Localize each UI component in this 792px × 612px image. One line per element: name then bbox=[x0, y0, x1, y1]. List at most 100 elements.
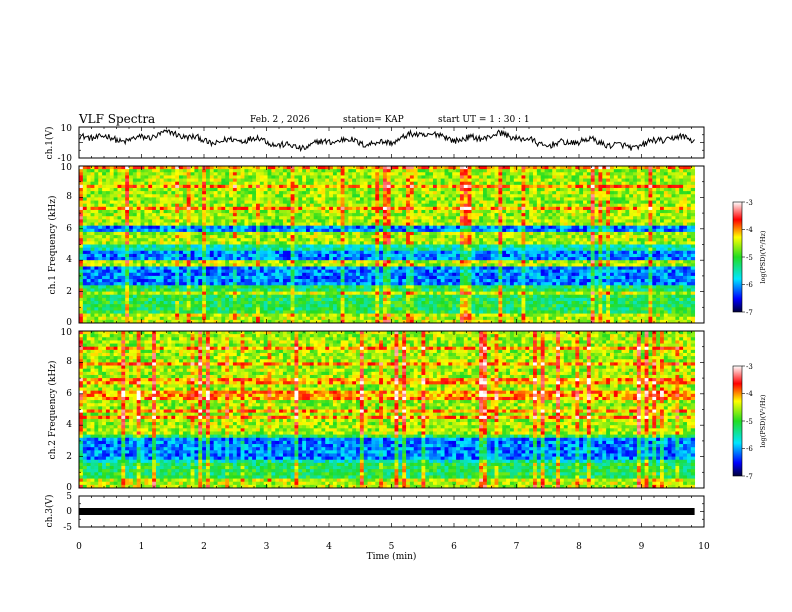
spectrogram-cell bbox=[686, 184, 692, 189]
spectrogram-cell bbox=[459, 175, 465, 179]
spectrogram-cell bbox=[663, 231, 669, 236]
spectrogram-cell bbox=[267, 194, 272, 198]
spectrogram-cell bbox=[683, 209, 688, 214]
spectrogram-cell bbox=[413, 244, 418, 249]
spectrogram-cell bbox=[525, 244, 530, 249]
spectrogram-cell bbox=[244, 181, 249, 186]
spectrogram-cell bbox=[217, 222, 222, 227]
spectrogram-cell bbox=[563, 181, 569, 186]
spectrogram-cell bbox=[656, 222, 661, 227]
spectrogram-cell bbox=[367, 241, 372, 245]
spectrogram-cell bbox=[490, 250, 495, 255]
spectrogram-cell bbox=[340, 203, 345, 208]
spectrogram-cell bbox=[79, 172, 84, 176]
spectrogram-cell bbox=[425, 225, 430, 230]
spectrogram-cell bbox=[517, 216, 522, 220]
spectrogram-cell bbox=[394, 222, 399, 227]
spectrogram-cell bbox=[352, 235, 357, 239]
spectrogram-cell bbox=[640, 172, 646, 176]
spectrogram-cell bbox=[248, 206, 253, 211]
spectrogram-cell bbox=[113, 260, 118, 264]
spectrogram-cell bbox=[167, 247, 172, 252]
spectrogram-cell bbox=[617, 235, 622, 239]
spectrogram-cell bbox=[302, 250, 307, 255]
spectrogram-cell bbox=[259, 194, 265, 198]
spectrogram-cell bbox=[248, 238, 253, 242]
spectrogram-cell bbox=[336, 206, 342, 211]
spectrogram-cell bbox=[686, 238, 692, 242]
spectrogram-cell bbox=[267, 257, 272, 261]
spectrogram-cell bbox=[140, 200, 145, 205]
spectrogram-cell bbox=[390, 206, 395, 211]
spectrogram-cell bbox=[129, 187, 134, 192]
spectrogram-cell bbox=[352, 184, 357, 189]
spectrogram-cell bbox=[213, 241, 218, 245]
spectrogram-cell bbox=[302, 228, 307, 233]
spectrogram-cell bbox=[498, 184, 503, 189]
spectrogram-cell bbox=[263, 181, 268, 186]
spectrogram-cell bbox=[225, 166, 230, 170]
spectrogram-cell bbox=[448, 197, 453, 201]
spectrogram-cell bbox=[429, 191, 434, 195]
spectrogram-cell bbox=[302, 257, 307, 261]
spectrogram-cell bbox=[613, 216, 619, 220]
spectrogram-cell bbox=[652, 169, 657, 173]
spectrogram-cell bbox=[598, 209, 603, 214]
spectrogram-cell bbox=[633, 216, 638, 220]
spectrogram-cell bbox=[90, 222, 95, 227]
spectrogram-cell bbox=[417, 169, 422, 173]
spectrogram-cell bbox=[259, 187, 265, 192]
spectrogram-cell bbox=[236, 175, 241, 179]
spectrogram-cell bbox=[159, 203, 165, 208]
spectrogram-cell bbox=[644, 213, 649, 217]
spectrogram-cell bbox=[309, 213, 315, 217]
spectrogram-cell bbox=[590, 200, 595, 205]
spectrogram-cell bbox=[382, 228, 388, 233]
spectrogram-cell bbox=[171, 187, 176, 192]
spectrogram-cell bbox=[636, 200, 642, 205]
spectrogram-cell bbox=[79, 206, 84, 211]
spectrogram-cell bbox=[409, 247, 415, 252]
spectrogram-cell bbox=[306, 209, 311, 214]
spectrogram-cell bbox=[198, 228, 203, 233]
spectrogram-cell bbox=[317, 166, 322, 170]
spectrogram-cell bbox=[652, 241, 657, 245]
spectrogram-cell bbox=[606, 244, 611, 249]
spectrogram-cell bbox=[113, 244, 118, 249]
spectrogram-cell bbox=[136, 250, 141, 255]
spectrogram-cell bbox=[656, 238, 661, 242]
spectrogram-cell bbox=[109, 250, 115, 255]
spectrogram-cell bbox=[271, 200, 276, 205]
spectrogram-cell bbox=[198, 260, 203, 264]
spectrogram-cell bbox=[325, 184, 330, 189]
spectrogram-cell bbox=[348, 225, 353, 230]
spectrogram-cell bbox=[686, 219, 692, 223]
spectrogram-cell bbox=[263, 231, 268, 236]
spectrogram-cell bbox=[329, 178, 334, 183]
spectrogram-cell bbox=[625, 235, 630, 239]
spectrogram-cell bbox=[552, 250, 557, 255]
spectrogram-cell bbox=[579, 219, 584, 223]
spectrogram-cell bbox=[194, 169, 199, 173]
spectrogram-cell bbox=[579, 235, 584, 239]
spectrogram-cell bbox=[321, 194, 326, 198]
spectrogram-cell bbox=[363, 172, 368, 176]
spectrogram-cell bbox=[575, 191, 580, 195]
spectrogram-cell bbox=[379, 209, 384, 214]
spectrogram-cell bbox=[179, 206, 184, 211]
spectrogram-cell bbox=[663, 187, 669, 192]
spectrogram-cell bbox=[105, 187, 111, 192]
spectrogram-cell bbox=[244, 247, 249, 252]
spectrogram-cell bbox=[186, 169, 191, 173]
spectrogram-cell bbox=[652, 216, 657, 220]
spectrogram-cell bbox=[540, 178, 545, 183]
spectrogram-cell bbox=[217, 197, 222, 201]
spectrogram-cell bbox=[556, 257, 561, 261]
spectrogram-cell bbox=[475, 244, 480, 249]
spectrogram-cell bbox=[129, 175, 134, 179]
spectrogram-cell bbox=[125, 241, 130, 245]
spectrogram-cell bbox=[190, 235, 195, 239]
spectrogram-cell bbox=[379, 166, 384, 170]
spectrogram-cell bbox=[325, 191, 330, 195]
spectrogram-cell bbox=[544, 178, 549, 183]
